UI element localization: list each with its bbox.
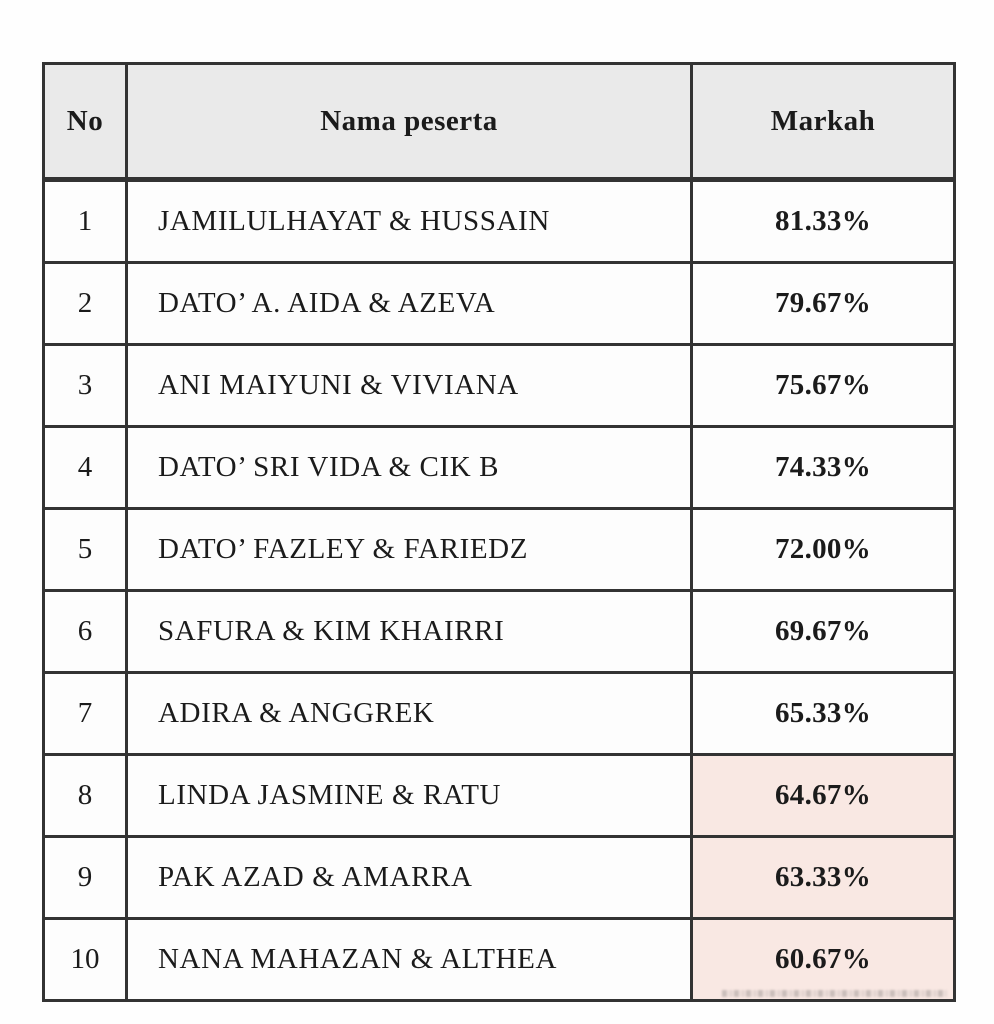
score-cell: 63.33%	[690, 835, 956, 920]
row-number-cell: 4	[42, 425, 128, 510]
table-row: 2 DATO’ A. AIDA & AZEVA 79.67%	[42, 261, 956, 346]
score-cell: 60.67%	[690, 917, 956, 1002]
table-row: 7 ADIRA & ANGGREK 65.33%	[42, 671, 956, 756]
participant-name-cell: DATO’ SRI VIDA & CIK B	[125, 425, 693, 510]
row-number-cell: 7	[42, 671, 128, 756]
table-body: 1 JAMILULHAYAT & HUSSAIN 81.33% 2 DATO’ …	[42, 178, 956, 1002]
table-row: 3 ANI MAIYUNI & VIVIANA 75.67%	[42, 343, 956, 428]
score-cell: 75.67%	[690, 343, 956, 428]
score-cell: 79.67%	[690, 261, 956, 346]
score-cell: 69.67%	[690, 589, 956, 674]
table-row: 5 DATO’ FAZLEY & FARIEDZ 72.00%	[42, 507, 956, 592]
participant-name-cell: ANI MAIYUNI & VIVIANA	[125, 343, 693, 428]
participant-name-cell: NANA MAHAZAN & ALTHEA	[125, 917, 693, 1002]
participant-name-cell: SAFURA & KIM KHAIRRI	[125, 589, 693, 674]
row-number-cell: 3	[42, 343, 128, 428]
table-row: 6 SAFURA & KIM KHAIRRI 69.67%	[42, 589, 956, 674]
score-cell: 64.67%	[690, 753, 956, 838]
row-number-cell: 1	[42, 178, 128, 264]
score-cell: 81.33%	[690, 178, 956, 264]
participant-name-cell: JAMILULHAYAT & HUSSAIN	[125, 178, 693, 264]
row-number-cell: 2	[42, 261, 128, 346]
column-header-name: Nama peserta	[125, 62, 693, 182]
score-cell: 65.33%	[690, 671, 956, 756]
scan-smudge-artifact	[722, 990, 947, 997]
table-row: 8 LINDA JASMINE & RATU 64.67%	[42, 753, 956, 838]
table-row: 1 JAMILULHAYAT & HUSSAIN 81.33%	[42, 178, 956, 264]
score-table: No Nama peserta Markah 1 JAMILULHAYAT & …	[42, 62, 956, 1002]
column-header-no: No	[42, 62, 128, 182]
row-number-cell: 9	[42, 835, 128, 920]
row-number-cell: 8	[42, 753, 128, 838]
score-cell: 74.33%	[690, 425, 956, 510]
participant-name-cell: LINDA JASMINE & RATU	[125, 753, 693, 838]
table-row: 10 NANA MAHAZAN & ALTHEA 60.67%	[42, 917, 956, 1002]
column-header-score: Markah	[690, 62, 956, 182]
header-row: No Nama peserta Markah	[42, 62, 956, 182]
participant-name-cell: DATO’ A. AIDA & AZEVA	[125, 261, 693, 346]
participant-name-cell: DATO’ FAZLEY & FARIEDZ	[125, 507, 693, 592]
row-number-cell: 5	[42, 507, 128, 592]
table-row: 9 PAK AZAD & AMARRA 63.33%	[42, 835, 956, 920]
score-cell: 72.00%	[690, 507, 956, 592]
row-number-cell: 10	[42, 917, 128, 1002]
participant-name-cell: ADIRA & ANGGREK	[125, 671, 693, 756]
table-header: No Nama peserta Markah	[42, 62, 956, 182]
table-row: 4 DATO’ SRI VIDA & CIK B 74.33%	[42, 425, 956, 510]
row-number-cell: 6	[42, 589, 128, 674]
participant-name-cell: PAK AZAD & AMARRA	[125, 835, 693, 920]
